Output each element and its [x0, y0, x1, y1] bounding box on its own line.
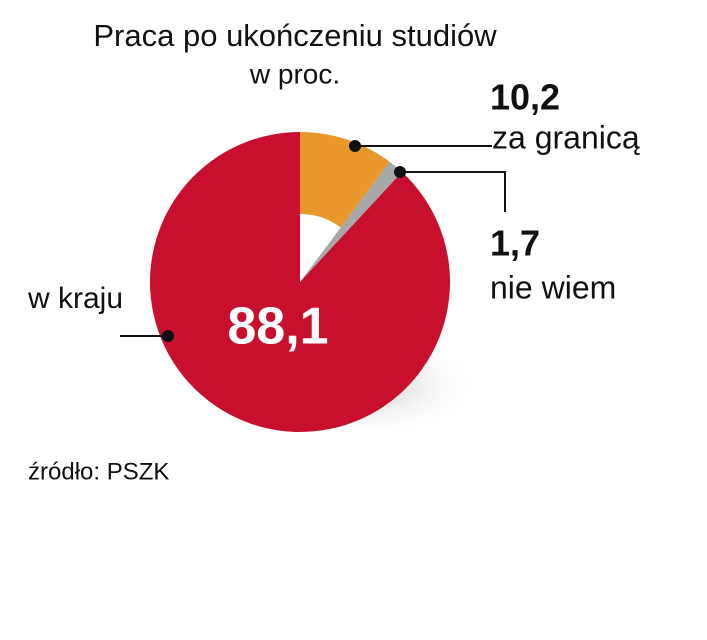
leader-dot — [394, 166, 406, 178]
chart-title: Praca po ukończeniu studiów — [93, 18, 497, 53]
pie — [150, 132, 450, 433]
category-label: w kraju — [27, 282, 123, 315]
value-label: 10,2 — [490, 77, 560, 118]
source: źródło: PSZK — [28, 458, 169, 485]
value-label: 1,7 — [490, 223, 540, 264]
chart-subtitle: w proc. — [249, 58, 340, 89]
leader-line — [400, 171, 506, 212]
category-label: za granicą — [492, 119, 640, 155]
pie-slice — [300, 161, 402, 282]
value-label: 88,1 — [227, 298, 328, 356]
category-label: nie wiem — [490, 269, 616, 305]
pie-slice — [150, 132, 450, 433]
pie-slice — [300, 132, 390, 228]
leader-dot — [349, 140, 361, 152]
leader-dot — [162, 330, 174, 342]
